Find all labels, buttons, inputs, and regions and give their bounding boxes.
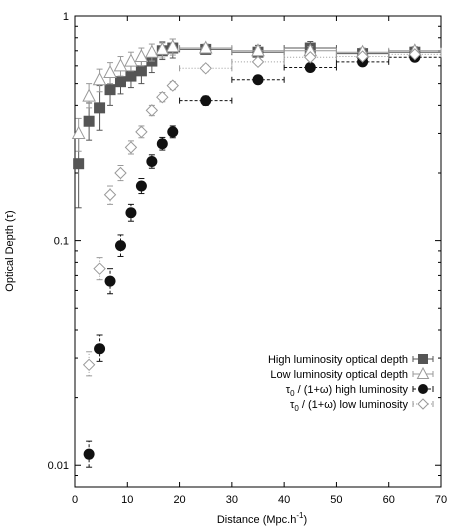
x-tick-label: 30 — [226, 494, 238, 506]
data-point — [93, 262, 106, 275]
y-tick-label: 1 — [63, 11, 69, 23]
data-point — [124, 141, 138, 154]
y-tick-label: 0.01 — [48, 460, 69, 472]
data-point — [146, 156, 158, 168]
legend-label: τ0 / (1+ω) low luminosity — [290, 399, 408, 413]
x-tick-label: 50 — [330, 494, 342, 506]
legend-marker — [418, 384, 428, 394]
data-point — [135, 180, 147, 192]
data-point — [83, 448, 95, 460]
data-point — [252, 74, 264, 86]
data-point — [73, 158, 85, 170]
x-tick-label: 60 — [383, 494, 395, 506]
data-point — [114, 240, 126, 252]
legend-marker — [418, 354, 428, 364]
data-point — [408, 48, 422, 61]
data-point — [82, 358, 96, 372]
data-point — [145, 44, 159, 58]
data-point — [82, 88, 96, 102]
data-point — [94, 343, 106, 355]
legend-marker — [416, 366, 430, 379]
x-tick-label: 20 — [173, 494, 185, 506]
legend-label: Low luminosity optical depth — [270, 369, 408, 381]
data-point — [114, 166, 127, 180]
data-point — [114, 76, 126, 88]
x-tick-label: 10 — [121, 494, 133, 506]
data-point — [356, 50, 369, 63]
data-point — [304, 51, 317, 64]
data-point — [104, 275, 116, 287]
x-tick-label: 70 — [435, 494, 447, 506]
data-point — [134, 48, 149, 63]
legend-label: τ0 / (1+ω) high luminosity — [286, 384, 409, 398]
ticks-layer: 0 10 20 30 40 50 60 70 0.01 0.1 1 — [48, 11, 448, 506]
legend-marker — [417, 398, 429, 410]
plot-frame — [74, 15, 442, 488]
data-point — [166, 79, 179, 92]
data-point — [200, 95, 212, 107]
x-axis-label: Distance (Mpc.h-1) — [217, 511, 307, 526]
data-point — [167, 126, 179, 138]
y-axis-label: Optical Depth (τ) — [4, 210, 16, 291]
data-point — [103, 64, 117, 79]
legend: High luminosity optical depth Low luminos… — [268, 354, 434, 413]
data-point — [125, 70, 137, 82]
data-point — [145, 104, 159, 117]
data-point — [135, 65, 147, 77]
series-layer — [71, 38, 442, 468]
x-tick-label: 0 — [72, 494, 78, 506]
data-point — [156, 90, 169, 104]
legend-label: High luminosity optical depth — [268, 354, 408, 366]
series-3 — [82, 48, 442, 377]
y-tick-label: 0.1 — [54, 236, 69, 248]
data-point — [94, 102, 106, 114]
data-point — [155, 41, 170, 55]
x-tick-label: 40 — [278, 494, 290, 506]
data-point — [113, 58, 128, 72]
data-point — [103, 188, 117, 201]
data-point — [125, 207, 137, 219]
data-point — [199, 62, 212, 75]
data-point — [124, 53, 138, 67]
data-point — [198, 40, 213, 54]
data-point — [104, 84, 116, 96]
data-point — [251, 55, 265, 69]
data-point — [83, 115, 95, 127]
data-point — [304, 61, 316, 73]
data-point — [135, 125, 148, 139]
data-point — [71, 125, 86, 139]
data-point — [92, 72, 107, 86]
data-point — [165, 39, 180, 53]
data-point — [156, 138, 168, 150]
